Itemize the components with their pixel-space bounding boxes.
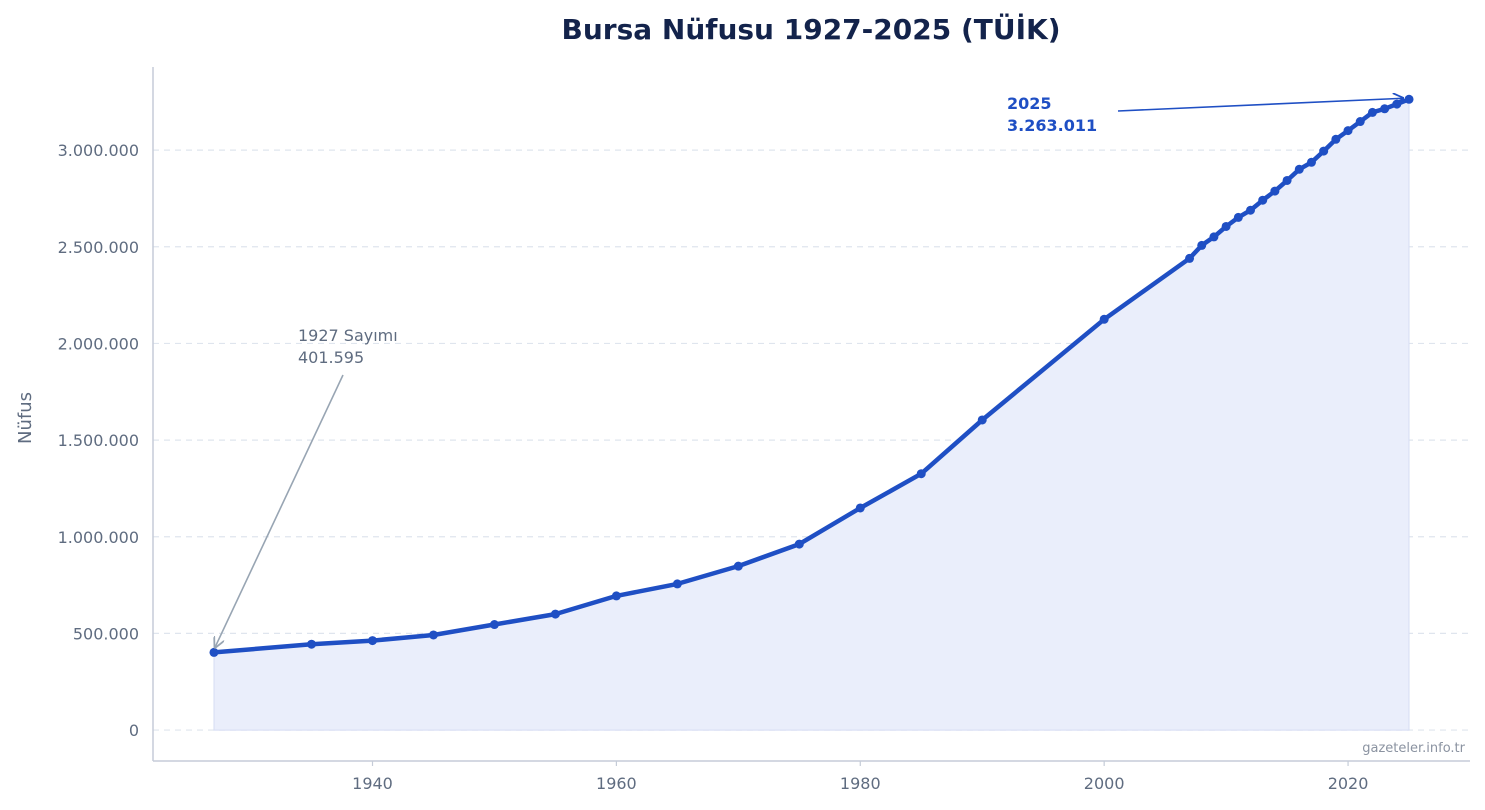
data-point <box>1319 146 1329 156</box>
start-annotation-label: 1927 Sayımı <box>298 326 398 345</box>
data-point <box>1294 164 1304 174</box>
end-annotation-value: 3.263.011 <box>1007 116 1097 135</box>
y-tick-label: 500.000 <box>73 624 139 643</box>
data-point <box>1185 253 1195 263</box>
x-tick-label: 1960 <box>596 774 637 793</box>
data-point <box>1197 240 1207 250</box>
data-point <box>1209 232 1219 242</box>
data-point <box>1343 126 1353 136</box>
data-point <box>916 469 926 479</box>
end-annotation-label: 2025 <box>1007 94 1052 113</box>
end-annotation-arrow <box>1117 98 1403 112</box>
data-point <box>1367 107 1377 117</box>
x-tick-label: 1980 <box>840 774 881 793</box>
data-point <box>428 630 438 640</box>
data-point <box>1270 186 1280 196</box>
y-tick-label: 1.000.000 <box>58 528 139 547</box>
x-tick-label: 1940 <box>352 774 393 793</box>
data-point <box>1380 104 1390 114</box>
data-point <box>1221 221 1231 231</box>
data-point <box>1258 195 1268 205</box>
data-point <box>368 636 377 646</box>
data-point <box>672 579 682 589</box>
data-point <box>794 539 804 549</box>
x-tick-labels: 1940 1960 1980 2000 2020 <box>352 761 1368 793</box>
data-point <box>1306 157 1316 167</box>
data-point <box>1233 212 1243 222</box>
x-tick-label: 2000 <box>1084 774 1125 793</box>
y-tick-label: 2.500.000 <box>58 238 139 257</box>
y-tick-labels: 0 500.000 1.000.000 1.500.000 2.000.000 2.500… <box>58 141 139 740</box>
data-point <box>611 591 621 601</box>
data-point <box>1246 205 1255 215</box>
data-point <box>1099 314 1109 324</box>
x-tick-label: 2020 <box>1328 774 1369 793</box>
y-tick-label: 3.000.000 <box>58 141 139 160</box>
data-point <box>1282 175 1292 185</box>
y-tick-label: 0 <box>129 721 139 740</box>
data-point <box>1355 117 1365 127</box>
start-annotation-arrow <box>215 374 344 647</box>
y-tick-label: 2.000.000 <box>58 334 139 353</box>
y-axis-label: Nüfus <box>15 392 36 444</box>
data-point <box>733 561 743 571</box>
area-fill <box>213 98 1410 731</box>
y-tick-label: 1.500.000 <box>58 431 139 450</box>
data-point <box>307 639 317 649</box>
chart-title: Bursa Nüfusu 1927-2025 (TÜİK) <box>562 12 1061 46</box>
data-point <box>489 620 499 630</box>
data-point <box>1404 94 1414 104</box>
start-annotation-value: 401.595 <box>298 348 364 367</box>
data-point <box>855 503 865 513</box>
data-point <box>1392 99 1402 109</box>
data-point <box>977 415 987 425</box>
data-point <box>550 609 560 619</box>
data-point <box>209 647 219 657</box>
source-credit: gazeteler.info.tr <box>1362 741 1465 756</box>
data-point <box>1331 134 1341 144</box>
